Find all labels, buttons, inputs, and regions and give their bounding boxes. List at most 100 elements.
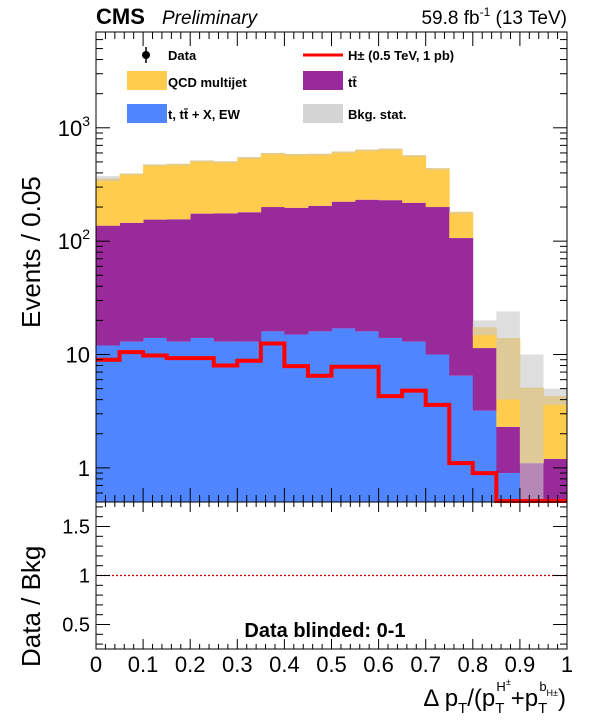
bar-qcd-12 [378,148,403,201]
bar-qcd-10 [331,151,356,202]
bar-ttbar-0 [96,225,120,346]
stat-band-14 [425,168,450,170]
x-tick-labels: 0 0.1 0.2 0.3 0.4 0.5 0.6 0.7 0.8 0.9 1 [90,652,573,677]
bar-other-9 [307,331,332,502]
stacked-histogram [96,148,568,502]
bar-ttbar-10 [331,201,356,329]
bar-other-0 [96,345,120,502]
bar-other-1 [119,341,144,502]
stat-band-3 [166,163,191,166]
upper-y-tick-labels: 1 10 102 103 [58,113,90,481]
bar-ttbar-7 [260,207,285,332]
lower-x-ticks [95,502,568,649]
legend-other-swatch [127,104,167,123]
legend-data: Data [142,47,197,63]
rtick-label-0.5: 0.5 [62,615,90,637]
ytick-label-100: 102 [58,226,90,254]
bar-qcd-2 [143,164,168,220]
bar-other-16 [472,410,497,502]
xtick-label-0.3: 0.3 [222,652,253,677]
bar-other-12 [378,337,403,502]
bar-other-17 [496,473,521,502]
bar-other-2 [143,337,168,502]
xtick-label-0.4: 0.4 [269,652,300,677]
bar-ttbar-3 [166,219,191,342]
bar-qcd-8 [284,154,309,208]
xtick-label-0.2: 0.2 [175,652,206,677]
bar-ttbar-5 [213,213,238,342]
bar-ttbar-19 [543,458,568,502]
upper-x-ticks [95,32,568,502]
bar-ttbar-14 [425,207,450,355]
bar-other-15 [449,375,474,502]
bar-qcd-0 [96,178,120,226]
bar-ttbar-12 [378,200,403,338]
bar-other-11 [355,331,379,502]
xtick-label-0.5: 0.5 [316,652,347,677]
bar-ttbar-6 [237,212,262,342]
blinded-text: Data blinded: 0-1 [244,620,405,642]
cms-label: CMS [96,4,145,29]
stat-band-9 [307,153,332,156]
bar-ttbar-9 [307,205,332,332]
bar-other-10 [331,328,356,502]
bar-qcd-15 [449,211,474,239]
stat-band-8 [284,154,308,156]
stat-band-4 [190,160,214,162]
legend-stat: Bkg. stat. [303,104,407,123]
stat-band-15 [449,212,473,214]
lumi-label: 59.8 fb-1 (13 TeV) [421,5,567,29]
bar-qcd-13 [402,155,427,203]
bar-other-3 [166,341,191,502]
legend-signal-label: H± (0.5 TeV, 1 pb) [348,48,454,63]
bar-qcd-1 [119,173,144,223]
bar-ttbar-16 [472,348,497,411]
bar-qcd-4 [190,160,215,214]
xtick-label-1: 1 [561,652,573,677]
stat-band-13 [402,155,426,157]
legend-other: t, tt̄ + X, EW [127,104,241,123]
bar-other-4 [190,337,215,502]
upper-y-ticks [96,31,567,503]
bar-qcd-3 [166,163,191,220]
rtick-label-1: 1 [79,566,90,588]
legend: Data H± (0.5 TeV, 1 pb) QCD multijet tt̄… [127,47,454,123]
lower-y-axis-title: Data / Bkg [16,546,46,667]
stat-band-1 [119,173,144,176]
xtick-label-0.9: 0.9 [505,652,536,677]
bar-ttbar-13 [402,202,427,342]
ytick-label-10: 10 [66,343,90,368]
bar-ttbar-4 [190,213,215,338]
bar-ttbar-17 [496,426,521,474]
legend-qcd-label: QCD multijet [168,75,247,90]
rtick-label-1.5: 1.5 [62,517,90,539]
stat-band-10 [331,151,356,153]
bar-other-13 [402,341,427,502]
xtick-label-0: 0 [90,652,102,677]
xtick-label-0.7: 0.7 [410,652,441,677]
xtick-label-0.8: 0.8 [458,652,489,677]
ytick-label-1: 1 [78,456,90,481]
stat-band-7 [260,152,285,155]
bar-qcd-9 [307,153,332,206]
bar-other-6 [237,341,262,502]
x-axis-title: Δ pT/(pTH±+pTbH±) [423,677,566,717]
legend-stat-label: Bkg. stat. [348,107,407,122]
stat-band-16 [472,320,497,336]
stat-band-5 [213,161,238,163]
bar-qcd-5 [213,161,238,214]
legend-stat-swatch [303,104,343,123]
legend-qcd-swatch [127,71,167,90]
stat-uncertainty-band [96,148,567,502]
legend-ttbar-label: tt̄ [348,75,357,90]
bar-qcd-14 [425,168,450,208]
bar-qcd-6 [237,157,262,213]
xtick-label-0.1: 0.1 [128,652,159,677]
preliminary-label: Preliminary [162,8,259,29]
stat-band-19 [543,388,567,405]
legend-ttbar-swatch [303,71,343,90]
legend-signal: H± (0.5 TeV, 1 pb) [303,48,454,63]
bar-qcd-19 [543,396,568,459]
bar-ttbar-11 [355,199,379,332]
